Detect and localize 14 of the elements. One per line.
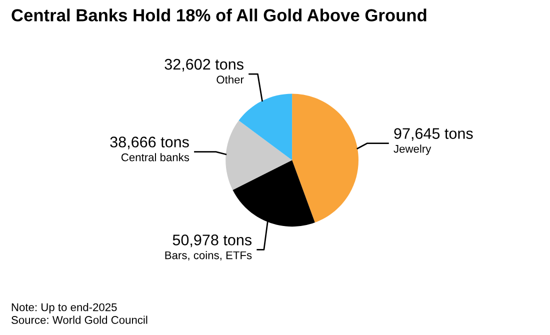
- slice-label: Other: [216, 75, 244, 84]
- data-label: 38,666 tons: [110, 136, 189, 150]
- data-label: 32,602 tons: [164, 58, 244, 72]
- pie-slice: [292, 94, 358, 223]
- source-note: Source: World Gold Council: [12, 316, 148, 324]
- text: Note: Up to end-2025: [12, 303, 117, 314]
- data-label: 50,978 tons: [172, 234, 252, 248]
- pie-slice: [238, 94, 292, 160]
- pie-slice: [226, 120, 292, 190]
- slice-label: Central banks: [121, 153, 190, 162]
- slice-label: Bars, coins, ETFs: [165, 251, 252, 261]
- slice-label: Jewelry: [394, 144, 432, 155]
- chart-title: Central Banks Hold 18% of All Gold Above Ground: [12, 8, 426, 22]
- data-label: 97,645 tons: [394, 128, 473, 141]
